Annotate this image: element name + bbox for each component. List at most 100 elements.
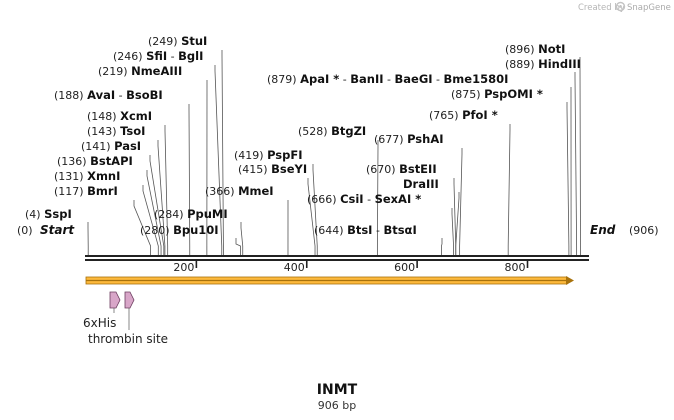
site-label: (188) AvaI - BsoBI bbox=[54, 88, 163, 102]
site-position: (131) bbox=[54, 170, 87, 183]
site-position: (284) bbox=[154, 208, 187, 221]
site-leader bbox=[451, 208, 454, 255]
enzyme-name: PspOMI * bbox=[484, 87, 543, 101]
credit-brand: SnapGene bbox=[627, 3, 671, 13]
site-label: (131) XmnI bbox=[54, 169, 120, 183]
site-position: (677) bbox=[374, 133, 407, 146]
site-label: (143) TsoI bbox=[87, 124, 145, 138]
site-leader bbox=[214, 65, 223, 255]
feature-label-6xhis: 6xHis bbox=[83, 316, 116, 330]
site-label: (117) BmrI bbox=[54, 184, 118, 198]
site-position: (136) bbox=[57, 155, 90, 168]
enzyme-name: PpuMI bbox=[187, 207, 228, 221]
site-label: (644) BtsI - BtsαI bbox=[314, 223, 417, 237]
credit-created-by: Created by bbox=[578, 3, 625, 13]
site-position: (879) bbox=[267, 73, 300, 86]
site-position: (141) bbox=[81, 140, 114, 153]
site-leader bbox=[376, 140, 379, 255]
site-leader bbox=[566, 102, 570, 255]
ruler-ticks: 200 400 600 800 bbox=[173, 261, 529, 274]
site-position: (415) bbox=[238, 163, 271, 176]
enzyme-name: PfoI * bbox=[462, 108, 498, 122]
enzyme-name: BstEII bbox=[399, 162, 437, 176]
site-position: (765) bbox=[429, 109, 462, 122]
enzyme-name: AvaI bbox=[87, 88, 115, 102]
site-position: (4) bbox=[25, 208, 44, 221]
site-position: (875) bbox=[451, 88, 484, 101]
site-leader bbox=[157, 140, 166, 255]
enzyme-name: BanII bbox=[350, 72, 383, 86]
enzyme-name: NmeAIII bbox=[131, 64, 182, 78]
site-position: (670) bbox=[366, 163, 399, 176]
site-leader bbox=[574, 72, 578, 255]
site-label: (284) PpuMI bbox=[154, 207, 228, 221]
ruler-tick-label: 600 bbox=[394, 261, 415, 274]
enzyme-name: SspI bbox=[44, 207, 72, 221]
enzyme-name: BsoBI bbox=[126, 88, 163, 102]
restriction-site-labels: (4) SspI (117) BmrI(131) XmnI(136) BstAPI… bbox=[25, 34, 581, 237]
site-leader bbox=[221, 50, 224, 255]
site-label: (670) BstEII bbox=[366, 162, 437, 176]
site-label: (148) XcmI bbox=[87, 109, 152, 123]
enzyme-name: SexAI * bbox=[375, 192, 422, 206]
start-position: (0) bbox=[17, 224, 33, 237]
site-leader bbox=[453, 178, 457, 255]
end-label: End bbox=[590, 223, 616, 237]
feature-thrombin-site bbox=[124, 291, 135, 330]
enzyme-name: TsoI bbox=[120, 124, 145, 138]
enzyme-name: StuI bbox=[181, 34, 207, 48]
site-label: (875) PspOMI * bbox=[451, 87, 543, 101]
enzyme-name: BtsαI bbox=[383, 223, 416, 237]
enzyme-name: PasI bbox=[114, 139, 141, 153]
site-label: (219) NmeAIII bbox=[98, 64, 182, 78]
site-leader bbox=[235, 238, 241, 255]
site-label: (366) MmeI bbox=[205, 184, 274, 198]
site-position: (644) bbox=[314, 224, 347, 237]
site-label: (677) PshAI bbox=[374, 132, 444, 146]
site-leader bbox=[149, 155, 165, 255]
site-label: (765) PfoI * bbox=[429, 108, 498, 122]
enzyme-name: MmeI bbox=[238, 184, 274, 198]
site-leader-lines bbox=[87, 50, 581, 255]
enzyme-name: BmrI bbox=[87, 184, 118, 198]
enzyme-name: XcmI bbox=[120, 109, 152, 123]
site-label: DraIII bbox=[403, 177, 439, 191]
site-label: (246) SfiI - BglI bbox=[113, 49, 203, 63]
enzyme-name: BaeGI bbox=[395, 72, 433, 86]
enzyme-name: BtsI bbox=[347, 223, 372, 237]
site-leader bbox=[146, 170, 162, 255]
site-position: (666) bbox=[307, 193, 340, 206]
site-position: (366) bbox=[205, 185, 238, 198]
site-position: (249) bbox=[148, 35, 181, 48]
enzyme-name: SfiI bbox=[146, 49, 167, 63]
construct-length: 906 bp bbox=[318, 399, 356, 412]
site-position: (889) bbox=[505, 58, 538, 71]
site-position: (148) bbox=[87, 110, 120, 123]
enzyme-name: ApaI * bbox=[300, 72, 339, 86]
site-leader bbox=[188, 104, 191, 255]
site-position: (188) bbox=[54, 89, 87, 102]
site-label: (415) BseYI bbox=[238, 162, 307, 176]
enzyme-name: DraIII bbox=[403, 177, 439, 191]
site-label: (249) StuI bbox=[148, 34, 207, 48]
enzyme-name: Bpu10I bbox=[173, 223, 218, 237]
site-position: (117) bbox=[54, 185, 87, 198]
site-leader bbox=[312, 164, 318, 255]
site-position: (219) bbox=[98, 65, 131, 78]
enzyme-name: HindIII bbox=[538, 57, 581, 71]
enzyme-name: BtgZI bbox=[331, 124, 366, 138]
feature-6xhis bbox=[109, 291, 121, 313]
ruler-tick-label: 800 bbox=[505, 261, 526, 274]
site-position: (896) bbox=[505, 43, 538, 56]
sequence-backbone bbox=[85, 255, 589, 261]
site-leader bbox=[142, 185, 159, 255]
site-label: (4) SspI bbox=[25, 207, 72, 221]
site-position: (419) bbox=[234, 149, 267, 162]
site-leader bbox=[164, 125, 169, 255]
enzyme-name: PspFI bbox=[267, 148, 302, 162]
site-position: (280) bbox=[140, 224, 173, 237]
site-label: (889) HindIII bbox=[505, 57, 581, 71]
ruler-tick-label: 400 bbox=[284, 261, 305, 274]
site-position: (143) bbox=[87, 125, 120, 138]
enzyme-name: CsiI bbox=[340, 192, 364, 206]
